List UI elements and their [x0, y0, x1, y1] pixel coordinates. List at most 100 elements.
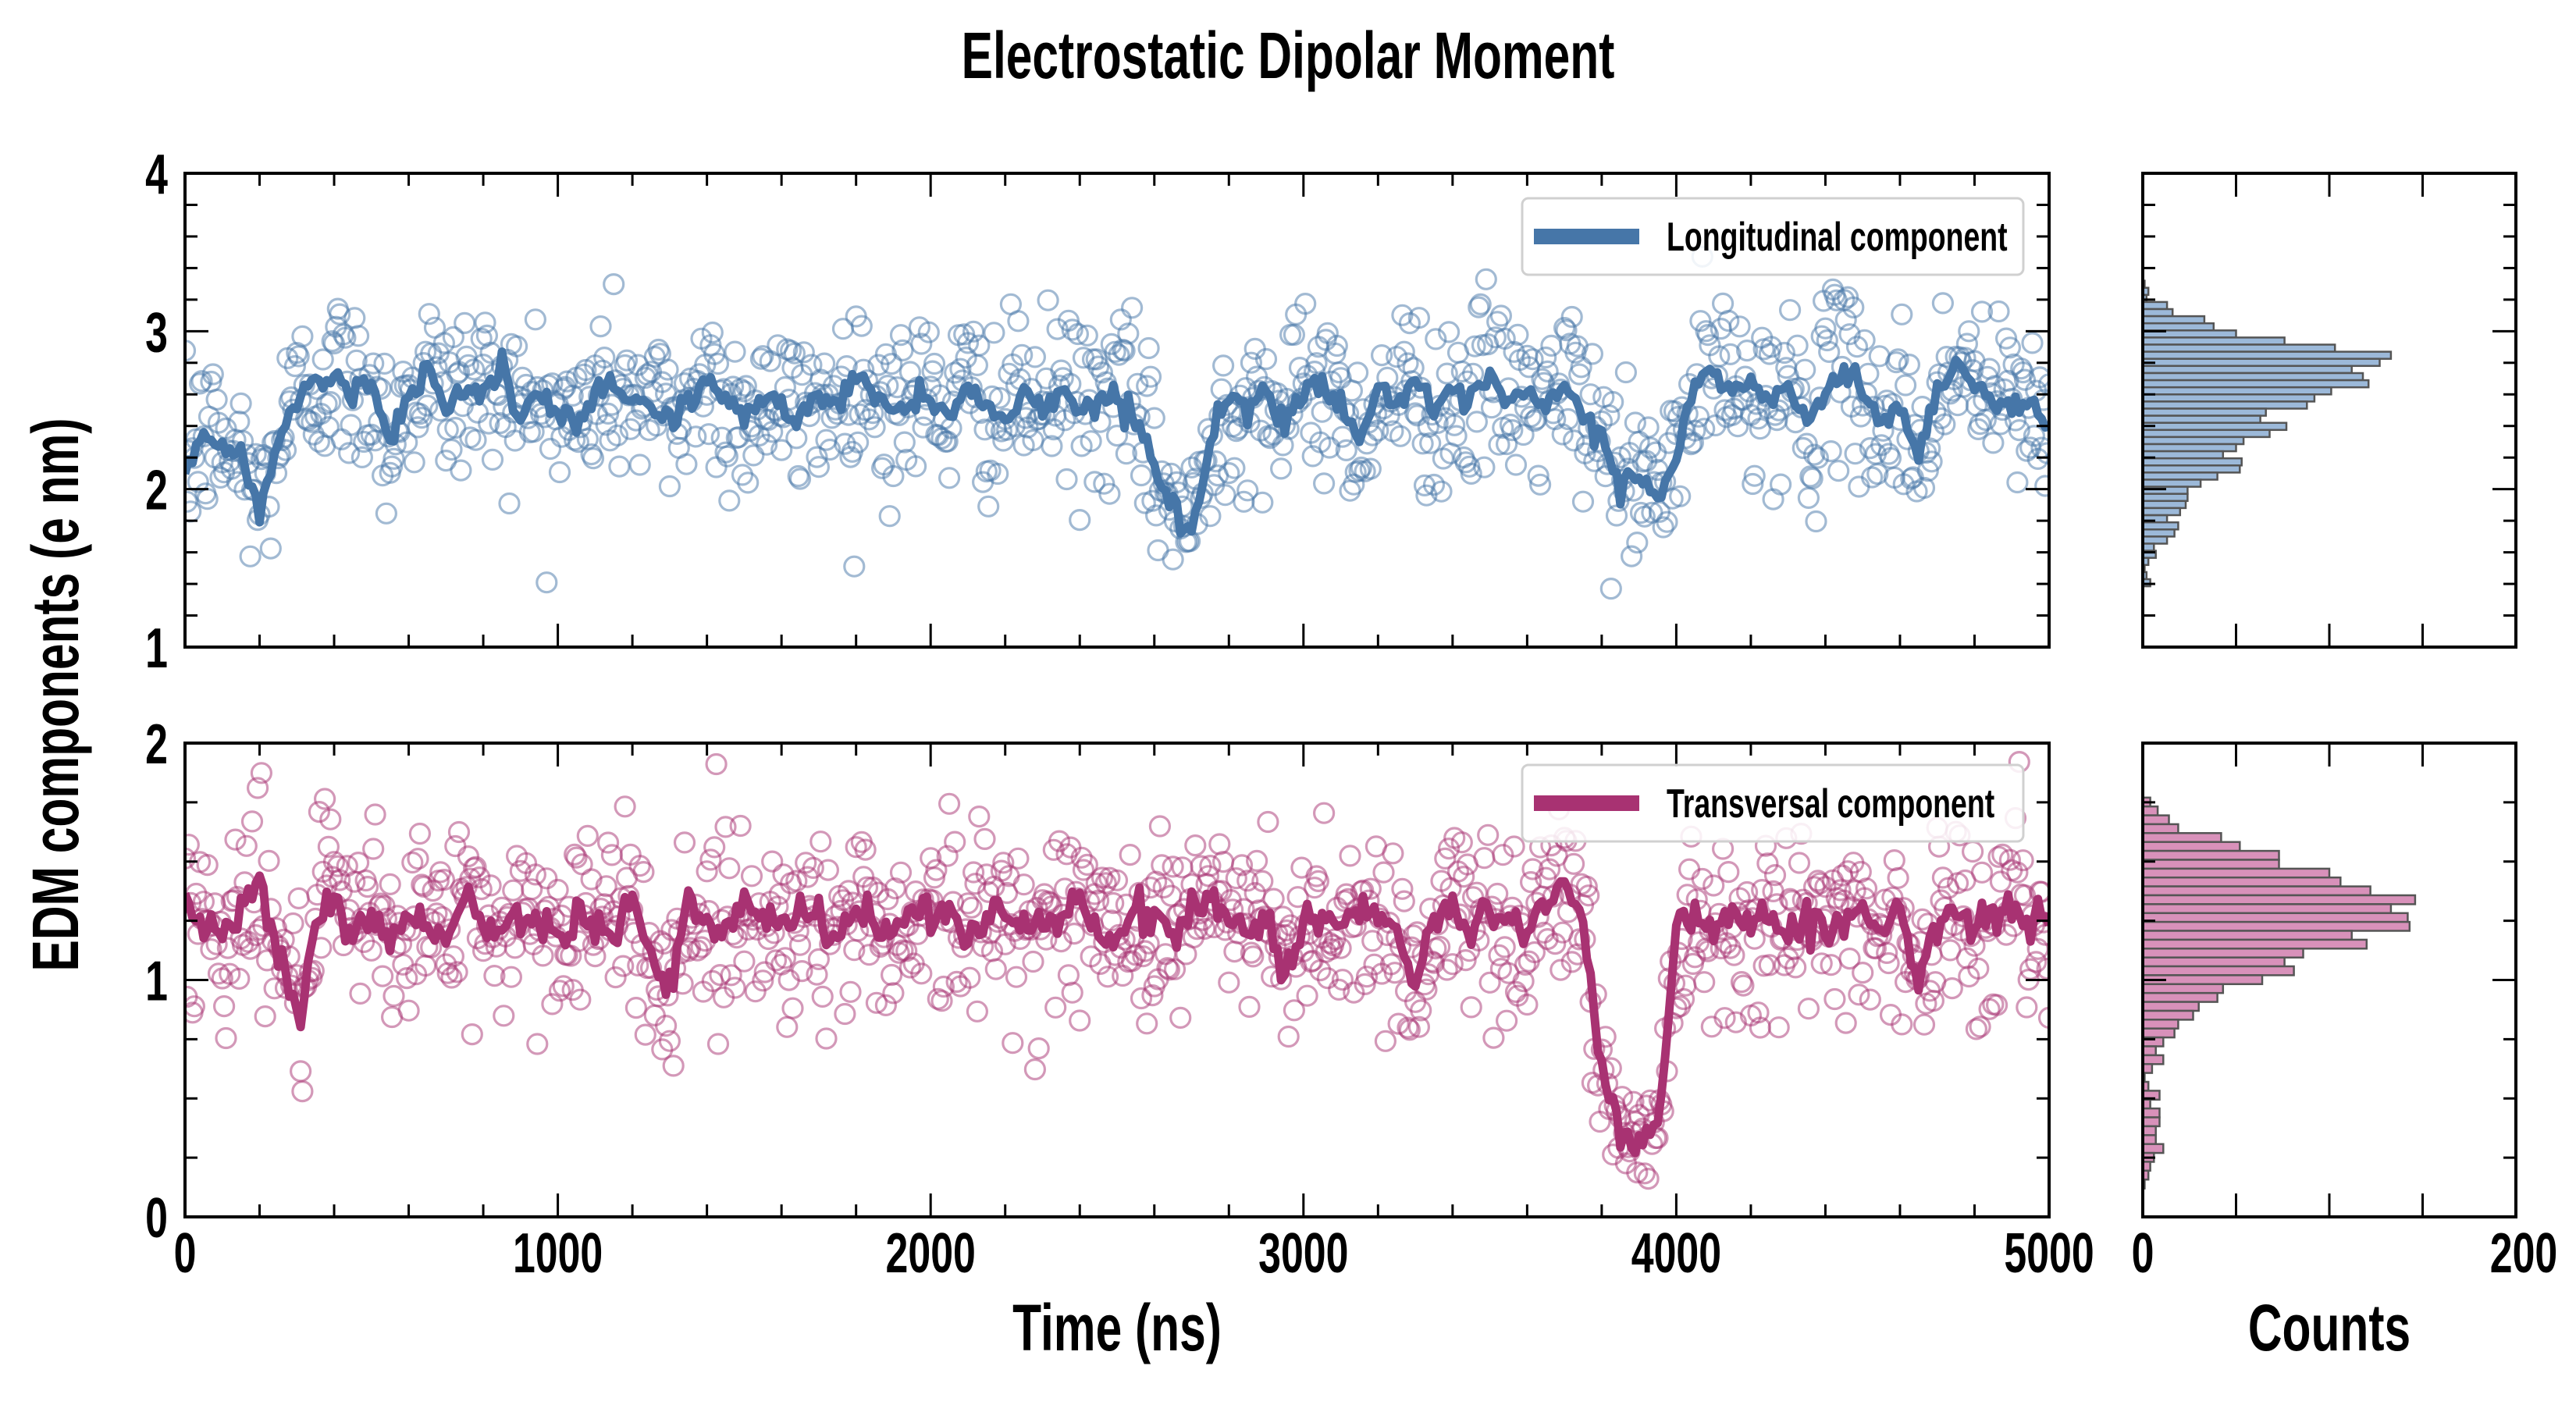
- scatter-point: [1756, 852, 1779, 875]
- scatter-point: [889, 861, 913, 884]
- histogram-bar: [2141, 507, 2182, 517]
- scatter-point: [1805, 510, 1827, 533]
- scatter-point: [1861, 466, 1884, 489]
- scatter-point: [2023, 425, 2045, 447]
- scatter-point: [1495, 1009, 1518, 1032]
- scatter-point: [807, 456, 831, 478]
- histogram-bar: [2141, 436, 2245, 446]
- scatter-point: [1637, 416, 1660, 439]
- scatter-point: [1911, 908, 1934, 931]
- scatter-point: [2008, 418, 2030, 442]
- scatter-point: [1002, 1032, 1024, 1055]
- scatter-point: [791, 959, 813, 983]
- scatter-point: [1245, 849, 1268, 873]
- scatter-point: [1970, 861, 1994, 884]
- scatter-point: [1147, 539, 1169, 562]
- scatter-point: [612, 955, 635, 977]
- scatter-point: [1258, 427, 1281, 450]
- scatter-point: [382, 447, 405, 470]
- histogram-bar: [2141, 841, 2241, 852]
- scatter-point: [461, 1023, 483, 1046]
- scatter-point: [783, 342, 806, 365]
- scatter-point: [1445, 425, 1468, 447]
- scatter-point: [988, 386, 1011, 409]
- scatter-point: [1519, 870, 1542, 894]
- histogram-bar: [2141, 542, 2155, 552]
- scatter-point: [1199, 854, 1222, 877]
- scatter-point: [1674, 974, 1697, 997]
- scatter-point: [283, 355, 306, 378]
- scatter-point: [185, 340, 197, 362]
- scatter-point: [584, 944, 607, 968]
- scatter-point: [215, 1026, 237, 1050]
- scatter-point: [2016, 996, 2038, 1019]
- scatter-point: [1570, 356, 1592, 379]
- scatter-point: [373, 352, 396, 375]
- scatter-point: [1986, 994, 2008, 1016]
- scatter-point: [1335, 439, 1357, 462]
- scatter-point: [1089, 411, 1112, 433]
- scatter-point: [1562, 852, 1585, 875]
- scatter-point: [761, 850, 784, 873]
- scatter-point: [718, 857, 741, 880]
- scatter-point: [1621, 545, 1643, 567]
- scatter-point: [788, 468, 812, 490]
- scatter-point: [1041, 435, 1063, 457]
- scatter-point: [806, 963, 828, 986]
- y-axis-label: EDM components (e nm): [19, 418, 92, 972]
- scatter-point: [1848, 475, 1870, 498]
- y-tick-label: 3: [145, 301, 168, 364]
- scatter-point: [1557, 407, 1580, 431]
- scatter-point: [1105, 869, 1129, 891]
- scatter-point: [481, 448, 504, 471]
- scatter-point: [450, 459, 472, 482]
- scatter-point: [319, 808, 342, 831]
- scatter-point: [1493, 936, 1516, 959]
- scatter-point: [1749, 418, 1771, 440]
- scatter-point: [411, 873, 433, 896]
- scatter-point: [752, 969, 774, 992]
- histogram-bar: [2141, 301, 2169, 311]
- scatter-point: [2034, 475, 2049, 497]
- scatter-point: [1877, 951, 1900, 975]
- scatter-point: [576, 824, 599, 848]
- scatter-point: [1523, 941, 1546, 964]
- scatter-point: [314, 788, 336, 810]
- scatter-point: [1795, 432, 1818, 455]
- scatter-point: [447, 820, 471, 844]
- scatter-point: [959, 966, 981, 989]
- scatter-point: [235, 834, 258, 857]
- scatter-point: [627, 954, 649, 977]
- scatter-series: [185, 245, 2049, 600]
- scatter-point: [1117, 322, 1140, 345]
- scatter-point: [446, 961, 468, 984]
- scatter-point: [1417, 415, 1439, 438]
- scatter-point: [1083, 471, 1106, 493]
- scatter-point: [1208, 833, 1231, 855]
- scatter-point: [1156, 957, 1179, 980]
- scatter-point: [1727, 415, 1749, 438]
- scatter-point: [432, 868, 456, 891]
- scatter-point: [1372, 861, 1395, 884]
- y-tick-label: 2: [145, 459, 168, 521]
- scatter-point: [1931, 866, 1954, 889]
- scatter-point: [724, 340, 746, 363]
- scatter-point: [878, 505, 901, 528]
- scatter-point: [2013, 368, 2037, 391]
- scatter-point: [1717, 309, 1740, 333]
- scatter-point: [1838, 947, 1861, 970]
- scatter-point: [1550, 959, 1572, 981]
- scatter-point: [505, 335, 528, 357]
- scatter-point: [1710, 937, 1732, 960]
- scatter-point: [975, 863, 998, 886]
- scatter-point: [628, 454, 651, 476]
- scatter-point: [1501, 418, 1524, 442]
- scatter-point: [329, 303, 351, 325]
- scatter-point: [1809, 872, 1831, 895]
- scatter-point: [1614, 361, 1637, 384]
- scatter-point: [1305, 352, 1328, 375]
- scatter-point: [1693, 418, 1716, 440]
- scatter-point: [882, 982, 905, 1005]
- scatter-point: [1434, 847, 1457, 870]
- scatter-point: [364, 803, 386, 826]
